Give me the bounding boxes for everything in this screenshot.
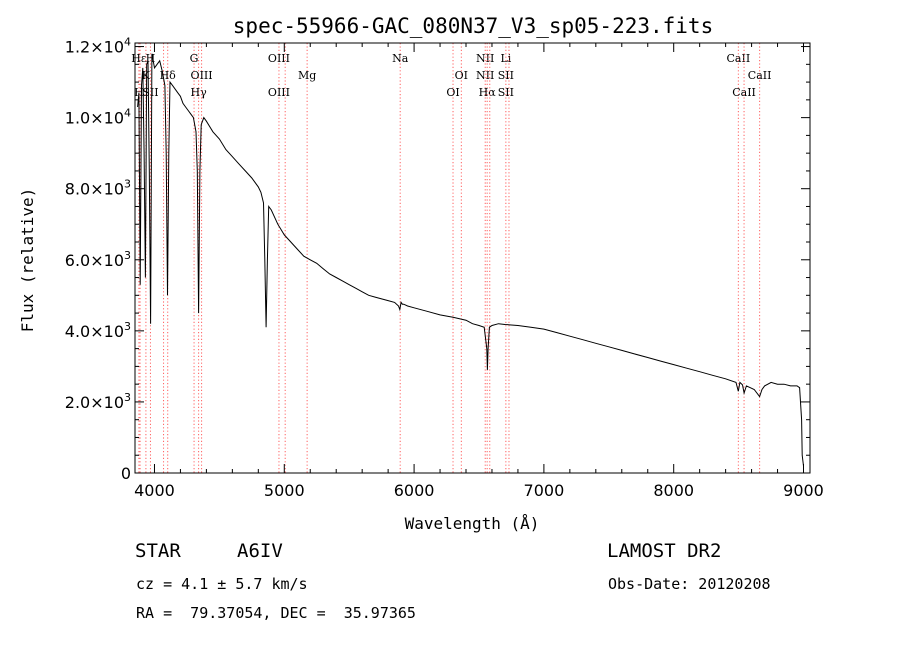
plot-area: HεHKHSIIHδGHγOIIIOIIIOIIIMgNaOIOINIINIIH… <box>65 36 824 500</box>
redshift-value: cz = 4.1 ± 5.7 km/s <box>136 575 308 593</box>
line-label: SII <box>498 86 514 99</box>
y-tick-exponent: 4 <box>124 107 131 120</box>
x-tick-label: 8000 <box>653 481 694 500</box>
line-label: Mg <box>298 69 316 82</box>
line-label: NII <box>476 52 494 65</box>
line-label: OI <box>446 86 459 99</box>
spectrum-line <box>137 53 804 466</box>
y-tick-label: 2.0×103 <box>65 391 131 412</box>
y-tick-mantissa: 6.0×10 <box>65 251 124 270</box>
y-tick-label: 8.0×103 <box>65 178 131 199</box>
coordinates: RA = 79.37054, DEC = 35.97365 <box>136 604 416 622</box>
observation-date: Obs-Date: 20120208 <box>608 575 771 593</box>
plot-frame <box>134 42 811 474</box>
y-tick-mantissa: 4.0×10 <box>65 322 124 341</box>
line-label: Na <box>392 52 409 65</box>
x-tick-label: 9000 <box>783 481 824 500</box>
line-label: CaII <box>732 86 756 99</box>
line-label: OIII <box>268 52 290 65</box>
line-label: Hε <box>131 52 147 65</box>
x-tick-label: 7000 <box>524 481 565 500</box>
x-axis-label: Wavelength (Å) <box>405 514 540 533</box>
y-tick-mantissa: 1.0×10 <box>65 109 124 128</box>
x-tick-label: 5000 <box>264 481 305 500</box>
y-tick-mantissa: 2.0×10 <box>65 393 124 412</box>
line-label: CaII <box>748 69 772 82</box>
chart-title: spec-55966-GAC_080N37_V3_sp05-223.fits <box>233 14 713 38</box>
line-label: H <box>146 52 156 65</box>
y-tick-mantissa: 1.2×10 <box>65 38 124 57</box>
y-tick-label: 6.0×103 <box>65 249 131 270</box>
survey-name: LAMOST DR2 <box>607 540 722 562</box>
line-label: CaII <box>727 52 751 65</box>
line-label: SII <box>142 86 158 99</box>
y-axis-label: Flux (relative) <box>18 188 37 333</box>
line-label: SII <box>498 69 514 82</box>
y-tick-label: 0 <box>121 464 131 483</box>
y-tick-exponent: 3 <box>124 320 131 333</box>
x-tick-label: 6000 <box>394 481 435 500</box>
line-label: H <box>134 86 144 99</box>
star-class: A6IV <box>237 540 283 562</box>
y-tick-exponent: 3 <box>124 391 131 404</box>
y-tick-label: 1.2×104 <box>65 36 131 57</box>
y-tick-exponent: 4 <box>124 36 131 49</box>
y-tick-label: 4.0×103 <box>65 320 131 341</box>
line-label: Li <box>500 52 511 65</box>
y-tick-label: 1.0×104 <box>65 107 131 128</box>
y-tick-mantissa: 0 <box>121 464 131 483</box>
line-label: NII <box>476 69 494 82</box>
star-label: STAR <box>135 540 181 562</box>
line-label: OIII <box>191 69 213 82</box>
line-label: Hα <box>479 86 497 99</box>
x-tick-label: 4000 <box>134 481 175 500</box>
y-tick-exponent: 3 <box>124 178 131 191</box>
line-label: Hγ <box>191 86 208 99</box>
line-label: OIII <box>268 86 290 99</box>
line-label: G <box>190 52 199 65</box>
y-tick-exponent: 3 <box>124 249 131 262</box>
y-tick-mantissa: 8.0×10 <box>65 180 124 199</box>
line-label: OI <box>455 69 468 82</box>
